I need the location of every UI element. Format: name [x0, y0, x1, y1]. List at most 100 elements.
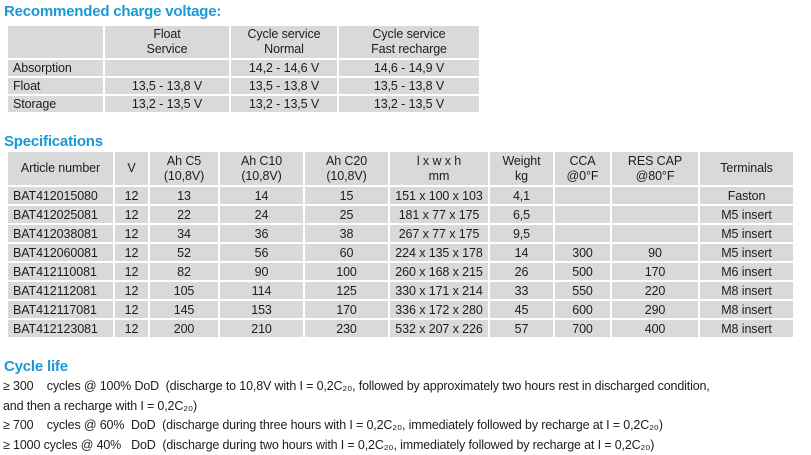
cycle-life-line: and then a recharge with I = 0,2C₂₀) — [3, 397, 811, 417]
table-cell: 12 — [115, 206, 148, 223]
table-cell: 13,5 - 13,8 V — [231, 78, 337, 94]
table-cell: 170 — [305, 301, 388, 318]
specifications-section: Specifications Article number V Ah C5 (1… — [0, 133, 811, 339]
cycle-life-heading: Cycle life — [4, 358, 811, 375]
table-cell: 13 — [150, 187, 218, 204]
article-number-cell: BAT412038081 — [8, 225, 113, 242]
table-cell: 52 — [150, 244, 218, 261]
row-label: Storage — [8, 96, 103, 112]
table-cell: 220 — [612, 282, 698, 299]
article-number-cell: BAT412110081 — [8, 263, 113, 280]
table-cell: M5 insert — [700, 225, 793, 242]
table-cell — [555, 187, 610, 204]
table-cell: 500 — [555, 263, 610, 280]
column-header: Weight kg — [490, 152, 553, 185]
table-cell: 145 — [150, 301, 218, 318]
table-cell: 12 — [115, 320, 148, 337]
column-header: l x w x h mm — [390, 152, 488, 185]
table-cell: 56 — [220, 244, 303, 261]
table-row: Storage 13,2 - 13,5 V 13,2 - 13,5 V 13,2… — [8, 96, 479, 112]
table-cell: M5 insert — [700, 244, 793, 261]
article-number-cell: BAT412117081 — [8, 301, 113, 318]
table-cell: 224 x 135 x 178 — [390, 244, 488, 261]
table-cell — [555, 206, 610, 223]
table-cell: 260 x 168 x 215 — [390, 263, 488, 280]
table-cell: 105 — [150, 282, 218, 299]
table-cell: 600 — [555, 301, 610, 318]
header-row: Article number V Ah C5 (10,8V) Ah C10 (1… — [8, 152, 793, 185]
table-cell: 12 — [115, 263, 148, 280]
specifications-heading: Specifications — [4, 133, 811, 150]
table-row: BAT412117081 12 145 153 170 336 x 172 x … — [8, 301, 793, 318]
table-cell — [612, 225, 698, 242]
column-header: Article number — [8, 152, 113, 185]
charge-voltage-table: Float Service Cycle service Normal Cycle… — [6, 24, 481, 114]
table-cell: 532 x 207 x 226 — [390, 320, 488, 337]
table-cell: M8 insert — [700, 320, 793, 337]
table-cell: 12 — [115, 225, 148, 242]
column-header: CCA @0°F — [555, 152, 610, 185]
column-header: RES CAP @80°F — [612, 152, 698, 185]
table-cell: 200 — [150, 320, 218, 337]
article-number-cell: BAT412015080 — [8, 187, 113, 204]
table-cell — [105, 60, 229, 76]
table-cell: 4,1 — [490, 187, 553, 204]
column-header: Cycle service Fast recharge — [339, 26, 479, 58]
table-cell: 13,5 - 13,8 V — [339, 78, 479, 94]
table-cell: 550 — [555, 282, 610, 299]
table-cell: 12 — [115, 244, 148, 261]
table-row: BAT412060081 12 52 56 60 224 x 135 x 178… — [8, 244, 793, 261]
table-cell: 12 — [115, 301, 148, 318]
table-cell — [612, 187, 698, 204]
specifications-table: Article number V Ah C5 (10,8V) Ah C10 (1… — [6, 150, 795, 339]
table-cell — [555, 225, 610, 242]
cycle-life-line: ≥ 1000 cycles @ 40% DoD (discharge durin… — [3, 436, 811, 455]
table-cell: 290 — [612, 301, 698, 318]
table-row: BAT412015080 12 13 14 15 151 x 100 x 103… — [8, 187, 793, 204]
table-cell: 60 — [305, 244, 388, 261]
row-label: Float — [8, 78, 103, 94]
charge-voltage-section: Recommended charge voltage: Float Servic… — [0, 3, 811, 114]
table-cell: 34 — [150, 225, 218, 242]
table-cell: 26 — [490, 263, 553, 280]
table-row: BAT412123081 12 200 210 230 532 x 207 x … — [8, 320, 793, 337]
column-header: Terminals — [700, 152, 793, 185]
table-cell: M5 insert — [700, 206, 793, 223]
table-cell: 13,2 - 13,5 V — [231, 96, 337, 112]
charge-voltage-heading: Recommended charge voltage: — [4, 3, 811, 20]
table-cell: 170 — [612, 263, 698, 280]
table-cell: Faston — [700, 187, 793, 204]
table-cell: 45 — [490, 301, 553, 318]
table-cell: 700 — [555, 320, 610, 337]
table-cell: 210 — [220, 320, 303, 337]
cycle-life-text: ≥ 300 cycles @ 100% DoD (discharge to 10… — [3, 377, 811, 455]
table-cell: 13,2 - 13,5 V — [339, 96, 479, 112]
article-number-cell: BAT412060081 — [8, 244, 113, 261]
table-cell: 13,5 - 13,8 V — [105, 78, 229, 94]
table-row: BAT412112081 12 105 114 125 330 x 171 x … — [8, 282, 793, 299]
table-cell: 14,2 - 14,6 V — [231, 60, 337, 76]
table-cell: 24 — [220, 206, 303, 223]
table-cell: 12 — [115, 187, 148, 204]
table-cell: 181 x 77 x 175 — [390, 206, 488, 223]
table-cell: 330 x 171 x 214 — [390, 282, 488, 299]
cycle-life-line: ≥ 300 cycles @ 100% DoD (discharge to 10… — [3, 377, 811, 397]
table-cell: 153 — [220, 301, 303, 318]
table-cell: M8 insert — [700, 282, 793, 299]
column-header: V — [115, 152, 148, 185]
cycle-life-section: Cycle life ≥ 300 cycles @ 100% DoD (disc… — [0, 358, 811, 455]
table-cell: 14,6 - 14,9 V — [339, 60, 479, 76]
table-cell: 90 — [220, 263, 303, 280]
table-row: BAT412038081 12 34 36 38 267 x 77 x 175 … — [8, 225, 793, 242]
table-cell: 36 — [220, 225, 303, 242]
table-cell — [612, 206, 698, 223]
table-cell: 267 x 77 x 175 — [390, 225, 488, 242]
table-cell: M8 insert — [700, 301, 793, 318]
table-cell: 125 — [305, 282, 388, 299]
article-number-cell: BAT412025081 — [8, 206, 113, 223]
column-header — [8, 26, 103, 58]
table-cell: 13,2 - 13,5 V — [105, 96, 229, 112]
row-label: Absorption — [8, 60, 103, 76]
table-cell: 57 — [490, 320, 553, 337]
cycle-life-line: ≥ 700 cycles @ 60% DoD (discharge during… — [3, 416, 811, 436]
